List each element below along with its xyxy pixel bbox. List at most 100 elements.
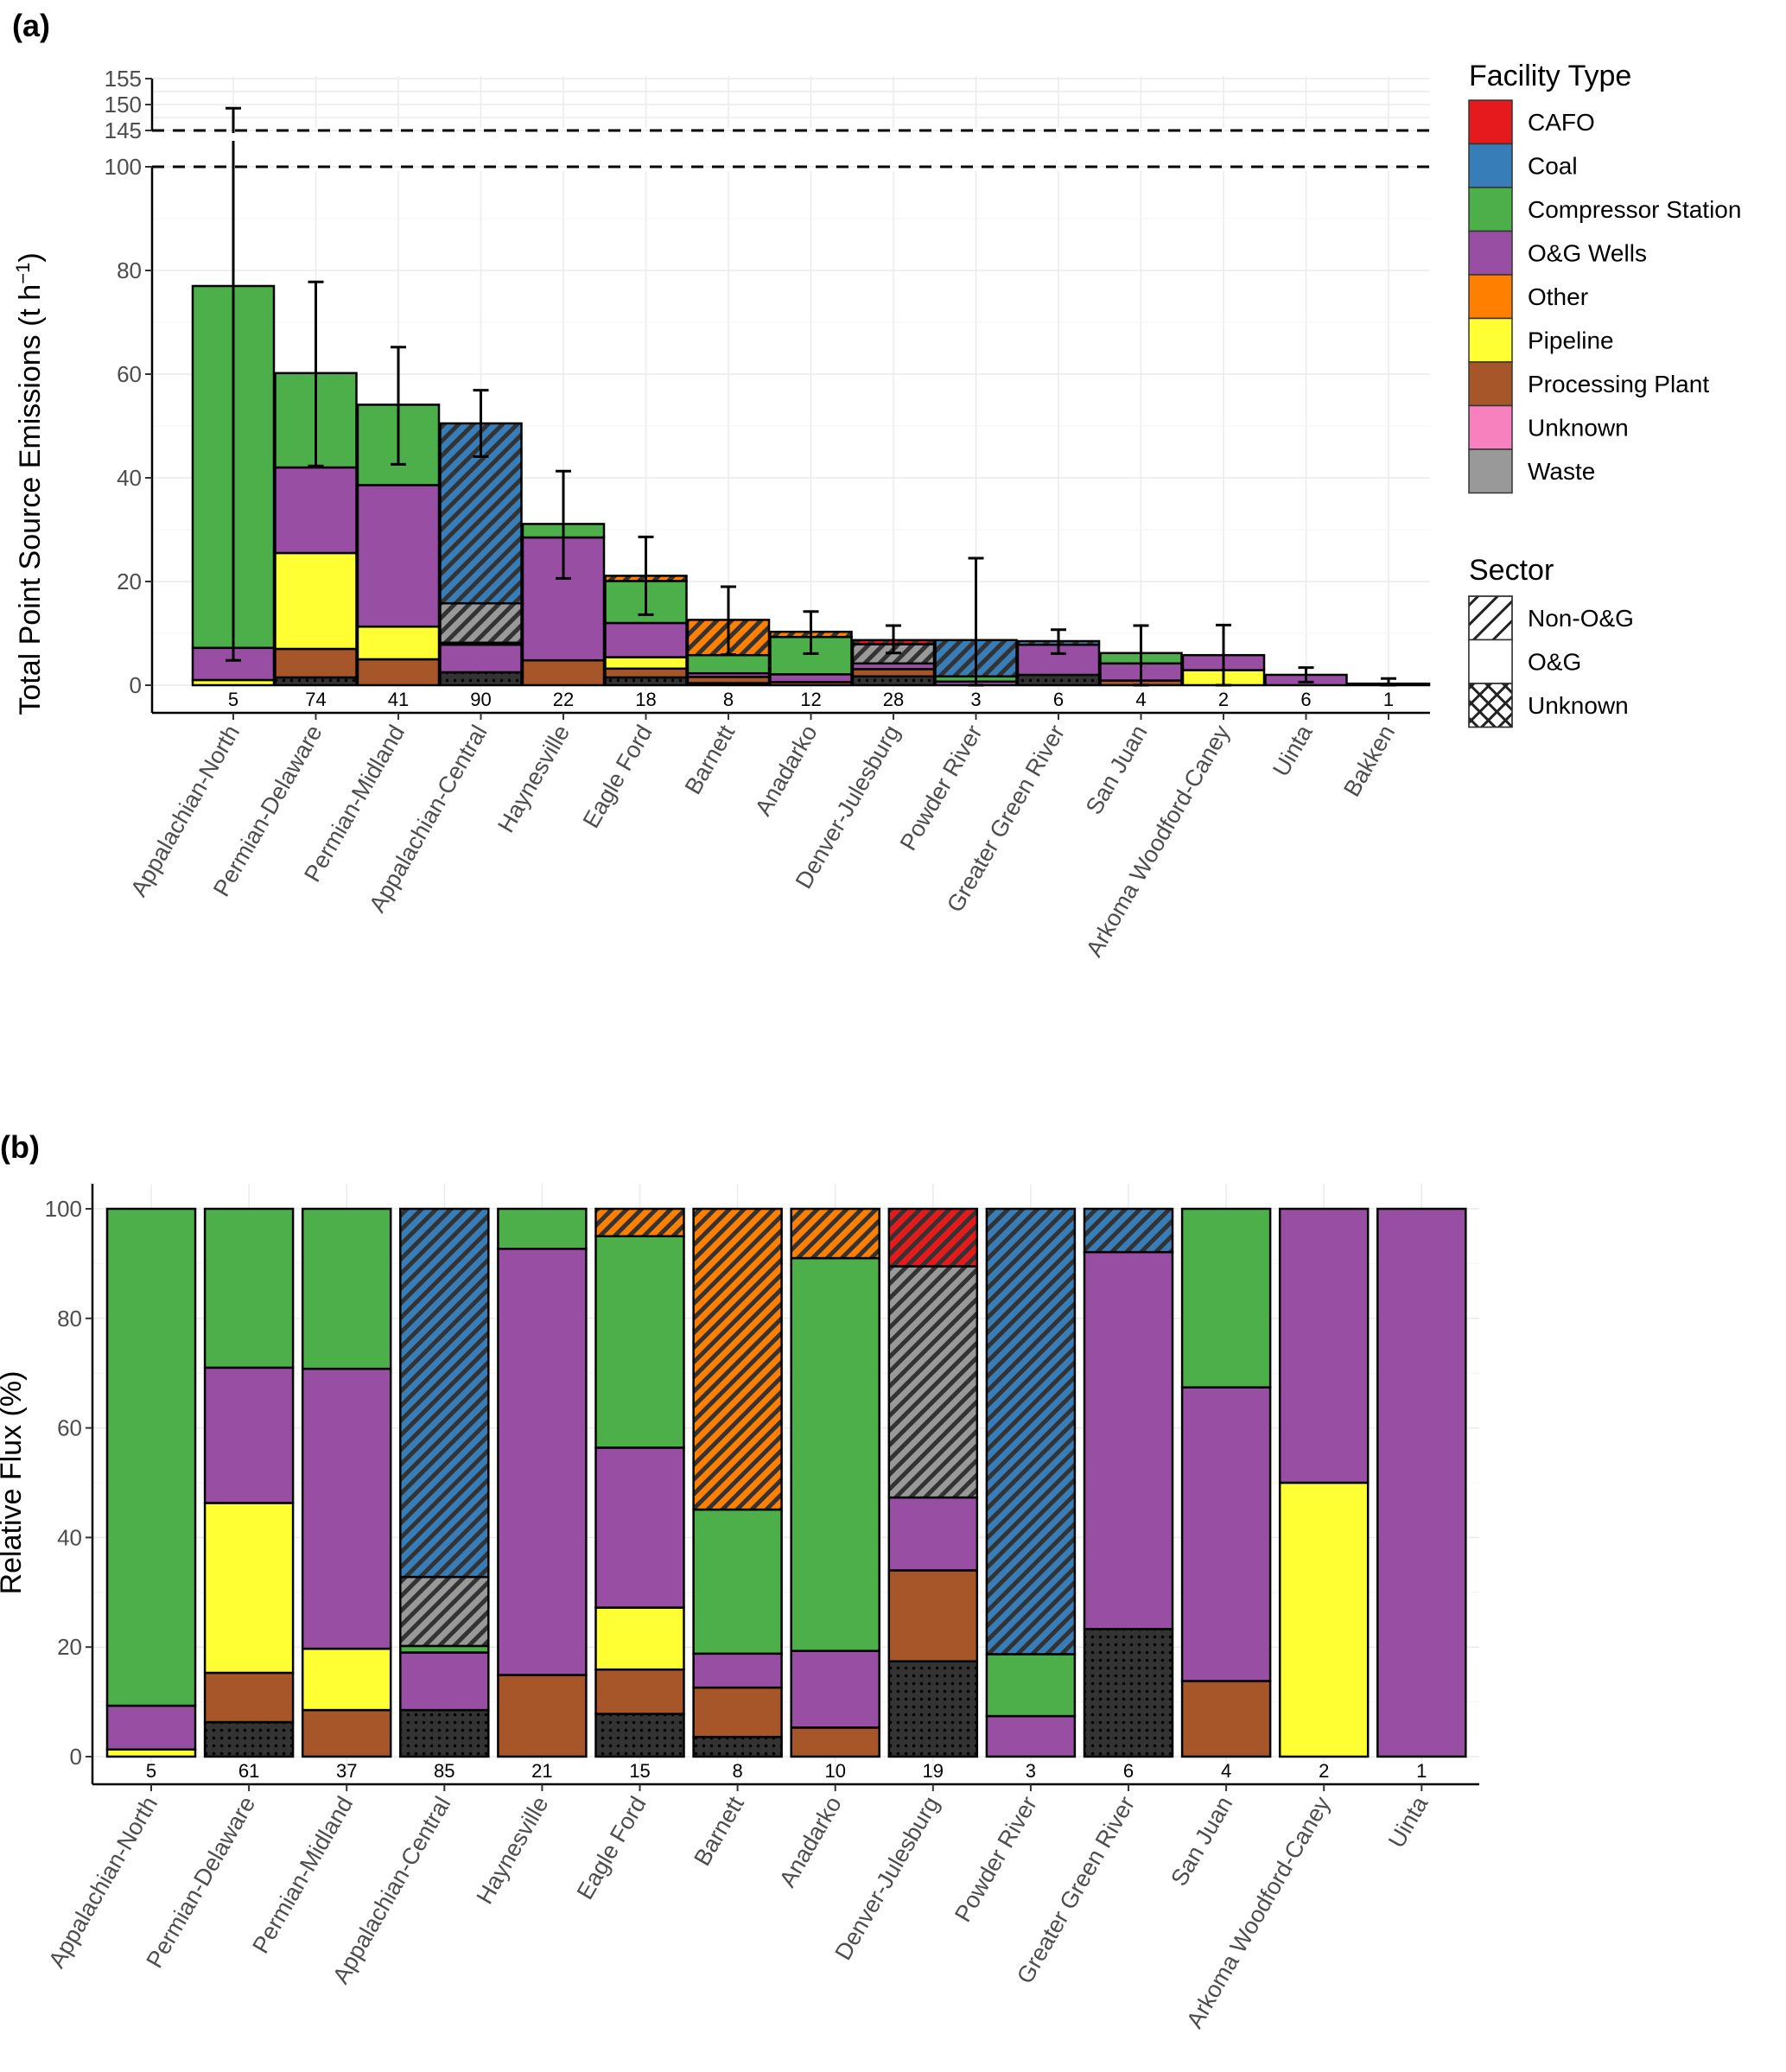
legend-label: Coal: [1528, 153, 1578, 180]
legend-label: Non-O&G: [1528, 605, 1634, 632]
ylabel-superscript: −1: [12, 263, 34, 284]
x-tick-label: Haynesville: [472, 1792, 554, 1909]
count-label: 5: [146, 1760, 156, 1782]
legend-label: Unknown: [1528, 415, 1629, 442]
segment-coal-stripe-pattern: [986, 1209, 1075, 1655]
legend-facility-title: Facility Type: [1469, 60, 1631, 92]
error-bar: [473, 389, 489, 458]
segment-oandg-wells-fill: [1377, 1209, 1466, 1757]
panel-a-bars: [191, 284, 1431, 687]
segment-coal: [985, 1207, 1077, 1656]
segment-pipeline: [604, 656, 688, 671]
segment-compressor-station-fill: [1182, 1209, 1271, 1388]
y-tick-label: 40: [57, 1524, 82, 1550]
y-tick-label-upper: 155: [105, 66, 142, 92]
segment-oandg-wells-fill: [1084, 1252, 1173, 1630]
count-label: 4: [1221, 1760, 1231, 1782]
segment-compressor-station-fill: [595, 1236, 684, 1448]
legend-item-sector-non-oandg: Non-O&G: [1468, 595, 1634, 641]
segment-pipeline: [594, 1606, 685, 1671]
x-tick-label: Permian-Delaware: [142, 1792, 261, 1973]
error-bar: [556, 469, 571, 580]
count-label: 37: [336, 1760, 357, 1782]
panel-a-y-axis-title: Total Point Source Emissions (t h−1): [12, 252, 48, 715]
segment-compressor-station: [594, 1235, 685, 1449]
segment-compressor-station-fill: [302, 1209, 391, 1370]
segment-unknown-crosshatch-pattern: [275, 677, 357, 685]
segment-compressor-station-fill: [498, 1209, 587, 1249]
segment-oandg-wells: [604, 621, 688, 658]
segment-waste: [887, 1265, 979, 1499]
segment-pipeline-fill: [358, 626, 439, 659]
segment-coal-outline: [399, 1207, 490, 1579]
bar-san-juan: [1180, 1207, 1272, 1758]
legend-item-compressor-station: Compressor Station: [1468, 187, 1741, 232]
segment-processing-plant: [521, 658, 606, 687]
count-label: 28: [883, 689, 904, 710]
y-tick-label: 0: [130, 672, 142, 698]
legend-sector-items: Non-O&G O&G Unknown: [1468, 595, 1634, 728]
segment-unknown-crosshatch-pattern: [595, 1713, 684, 1757]
segment-compressor-station: [301, 1207, 392, 1370]
segment-oandg-wells-fill: [605, 623, 687, 658]
segment-unknown: [692, 1735, 783, 1758]
segment-processing-plant-fill: [302, 1710, 391, 1757]
error-bar: [1133, 624, 1149, 687]
y-tick-label: 0: [70, 1744, 82, 1770]
segment-oandg-wells: [497, 1248, 588, 1676]
segment-other-outline: [790, 1207, 880, 1260]
panel-b-y-axis-title: Relative Flux (%): [0, 1371, 28, 1595]
x-tick-label: Barnett: [680, 721, 740, 799]
segment-processing-plant: [497, 1674, 588, 1758]
count-label: 85: [434, 1760, 454, 1782]
bar-powder-river: [985, 1207, 1077, 1758]
legend-label: Waste: [1528, 458, 1595, 485]
bar-appalachian-north: [105, 1207, 197, 1758]
legend-item-coal: Coal: [1468, 143, 1578, 188]
bar-denver-julesburg: [887, 1207, 979, 1758]
count-label: 19: [923, 1760, 944, 1782]
bar-greater-green-river: [1083, 1207, 1174, 1758]
count-label: 8: [723, 689, 734, 710]
x-tick-label: Powder River: [895, 721, 988, 855]
segment-unknown-crosshatch-pattern: [888, 1661, 977, 1757]
count-label: 5: [228, 689, 238, 710]
segment-other-stripe-pattern: [693, 1209, 782, 1510]
panel-b-tick-labels: 0 20 40 60 80 100: [45, 1196, 82, 1770]
segment-compressor-station: [497, 1207, 588, 1250]
count-label: 2: [1218, 689, 1229, 710]
error-bar: [721, 585, 736, 657]
x-tick-label: Haynesville: [493, 721, 575, 837]
error-bar: [968, 556, 984, 687]
legend-swatch-stripe-pattern: [1468, 595, 1513, 641]
segment-compressor-station: [203, 1207, 295, 1370]
x-tick-label: Bakken: [1338, 721, 1400, 801]
bar-appalachian-central: [399, 1207, 490, 1758]
segment-oandg-wells-outline: [1278, 1207, 1370, 1484]
segment-unknown: [851, 675, 936, 687]
legend-sector-title: Sector: [1469, 554, 1554, 587]
segment-compressor-station: [985, 1653, 1077, 1718]
segment-unknown-crosshatch-pattern: [853, 676, 934, 685]
segment-compressor-station-outline: [497, 1207, 588, 1250]
segment-processing-plant-fill: [688, 677, 769, 683]
bar-anadarko: [790, 1207, 880, 1758]
x-tick-label: Anadarko: [750, 721, 823, 820]
count-label: 21: [531, 1760, 552, 1782]
error-bar: [1381, 677, 1396, 687]
x-tick-label: Anadarko: [774, 1792, 847, 1891]
segment-compressor-station: [105, 1207, 197, 1707]
y-tick-label: 100: [105, 154, 142, 180]
bar-permian-delaware: [203, 1207, 295, 1758]
segment-compressor-station: [692, 1508, 783, 1656]
panel-b-category-labels: Appalachian-NorthPermian-DelawarePermian…: [43, 1791, 1433, 2032]
count-label: 3: [1026, 1760, 1036, 1782]
segment-oandg-wells-fill: [498, 1249, 587, 1675]
segment-processing-plant-fill: [853, 669, 934, 677]
segment-oandg-wells: [1083, 1250, 1174, 1630]
segment-processing-plant: [851, 668, 936, 678]
segment-oandg-wells: [439, 643, 523, 674]
count-label: 3: [970, 689, 981, 710]
segment-pipeline-fill: [275, 553, 357, 649]
segment-processing-plant-fill: [595, 1669, 684, 1714]
